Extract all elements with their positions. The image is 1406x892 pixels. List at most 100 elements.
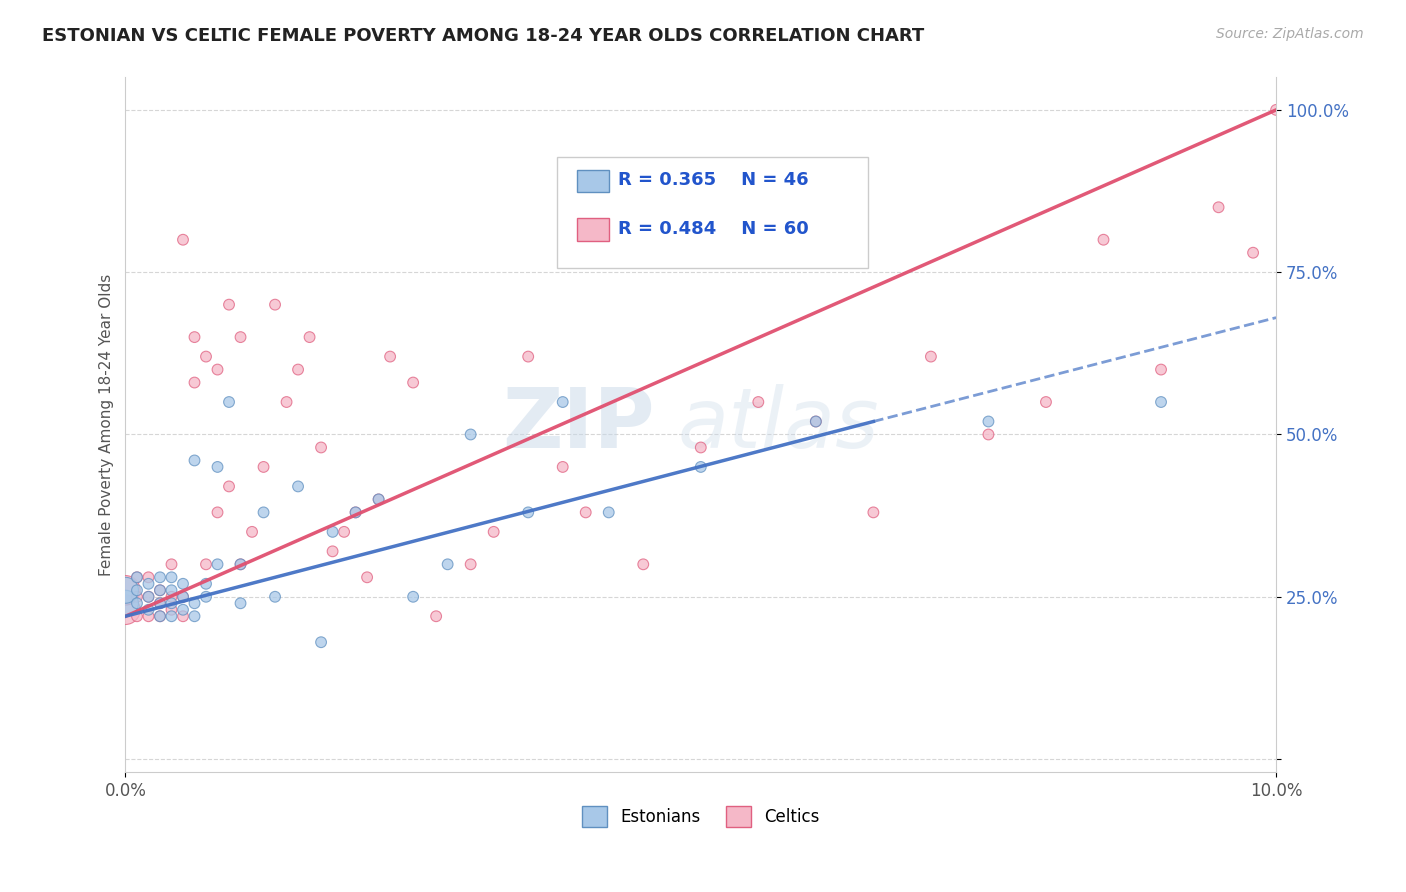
Point <box>378 350 401 364</box>
Point <box>149 570 172 584</box>
Point <box>160 609 183 624</box>
Point <box>1241 245 1264 260</box>
Point <box>195 558 218 572</box>
Point <box>183 596 205 610</box>
Point <box>1208 200 1230 214</box>
Text: R = 0.484    N = 60: R = 0.484 N = 60 <box>619 219 808 238</box>
Point <box>218 395 240 409</box>
Point <box>425 609 447 624</box>
Text: ZIP: ZIP <box>502 384 655 466</box>
Point <box>195 590 218 604</box>
Point <box>149 609 172 624</box>
Point <box>309 441 332 455</box>
Point <box>207 459 229 474</box>
Point <box>862 505 884 519</box>
Point <box>138 609 160 624</box>
Point <box>172 590 194 604</box>
Point <box>149 609 172 624</box>
Point <box>575 505 598 519</box>
Point <box>517 505 540 519</box>
Point <box>138 590 160 604</box>
Point <box>804 415 827 429</box>
Point <box>598 505 620 519</box>
Point <box>114 583 136 598</box>
Point <box>240 524 263 539</box>
Point <box>517 350 540 364</box>
Point <box>482 524 505 539</box>
Point <box>160 558 183 572</box>
Point <box>160 583 183 598</box>
Point <box>138 570 160 584</box>
Point <box>149 596 172 610</box>
Point <box>218 298 240 312</box>
Point <box>149 583 172 598</box>
Point <box>183 376 205 390</box>
Point <box>344 505 367 519</box>
Point <box>207 362 229 376</box>
Point <box>125 570 148 584</box>
Point <box>160 590 183 604</box>
Point <box>1092 233 1115 247</box>
Point <box>460 558 482 572</box>
Point <box>689 441 711 455</box>
Point <box>436 558 458 572</box>
Point <box>252 459 274 474</box>
Point <box>1150 362 1173 376</box>
Point <box>160 570 183 584</box>
Point <box>114 583 136 598</box>
Point <box>264 298 287 312</box>
Point <box>160 603 183 617</box>
Point <box>920 350 942 364</box>
Point <box>322 524 344 539</box>
Point <box>138 603 160 617</box>
Point <box>689 459 711 474</box>
Point <box>195 350 218 364</box>
Text: ESTONIAN VS CELTIC FEMALE POVERTY AMONG 18-24 YEAR OLDS CORRELATION CHART: ESTONIAN VS CELTIC FEMALE POVERTY AMONG … <box>42 27 924 45</box>
Point <box>172 609 194 624</box>
Point <box>172 233 194 247</box>
Point <box>125 609 148 624</box>
Bar <box>576 169 609 192</box>
Point <box>402 376 425 390</box>
Point <box>333 524 356 539</box>
Point <box>195 576 218 591</box>
Point <box>229 558 252 572</box>
Point <box>229 596 252 610</box>
Point <box>356 570 378 584</box>
Point <box>149 596 172 610</box>
FancyBboxPatch shape <box>557 157 868 268</box>
Legend: Estonians, Celtics: Estonians, Celtics <box>575 799 827 833</box>
Point <box>298 330 321 344</box>
Point <box>633 558 655 572</box>
Point <box>172 576 194 591</box>
Point <box>183 330 205 344</box>
Point <box>229 558 252 572</box>
Point <box>125 570 148 584</box>
Point <box>183 453 205 467</box>
Point <box>977 427 1000 442</box>
Point <box>747 395 769 409</box>
Text: atlas: atlas <box>678 384 879 466</box>
Point <box>183 609 205 624</box>
Point <box>264 590 287 604</box>
Point <box>138 590 160 604</box>
Point <box>367 492 389 507</box>
Point <box>207 558 229 572</box>
Point <box>138 576 160 591</box>
Point <box>1035 395 1057 409</box>
Point <box>367 492 389 507</box>
Point <box>287 479 309 493</box>
Point <box>977 415 1000 429</box>
Point <box>207 505 229 519</box>
Point <box>276 395 298 409</box>
Point <box>125 583 148 598</box>
Point <box>252 505 274 519</box>
Point <box>460 427 482 442</box>
Text: R = 0.365    N = 46: R = 0.365 N = 46 <box>619 171 808 189</box>
Point <box>804 415 827 429</box>
Point <box>551 459 574 474</box>
Point <box>125 590 148 604</box>
Point <box>322 544 344 558</box>
Point <box>172 590 194 604</box>
Point <box>218 479 240 493</box>
